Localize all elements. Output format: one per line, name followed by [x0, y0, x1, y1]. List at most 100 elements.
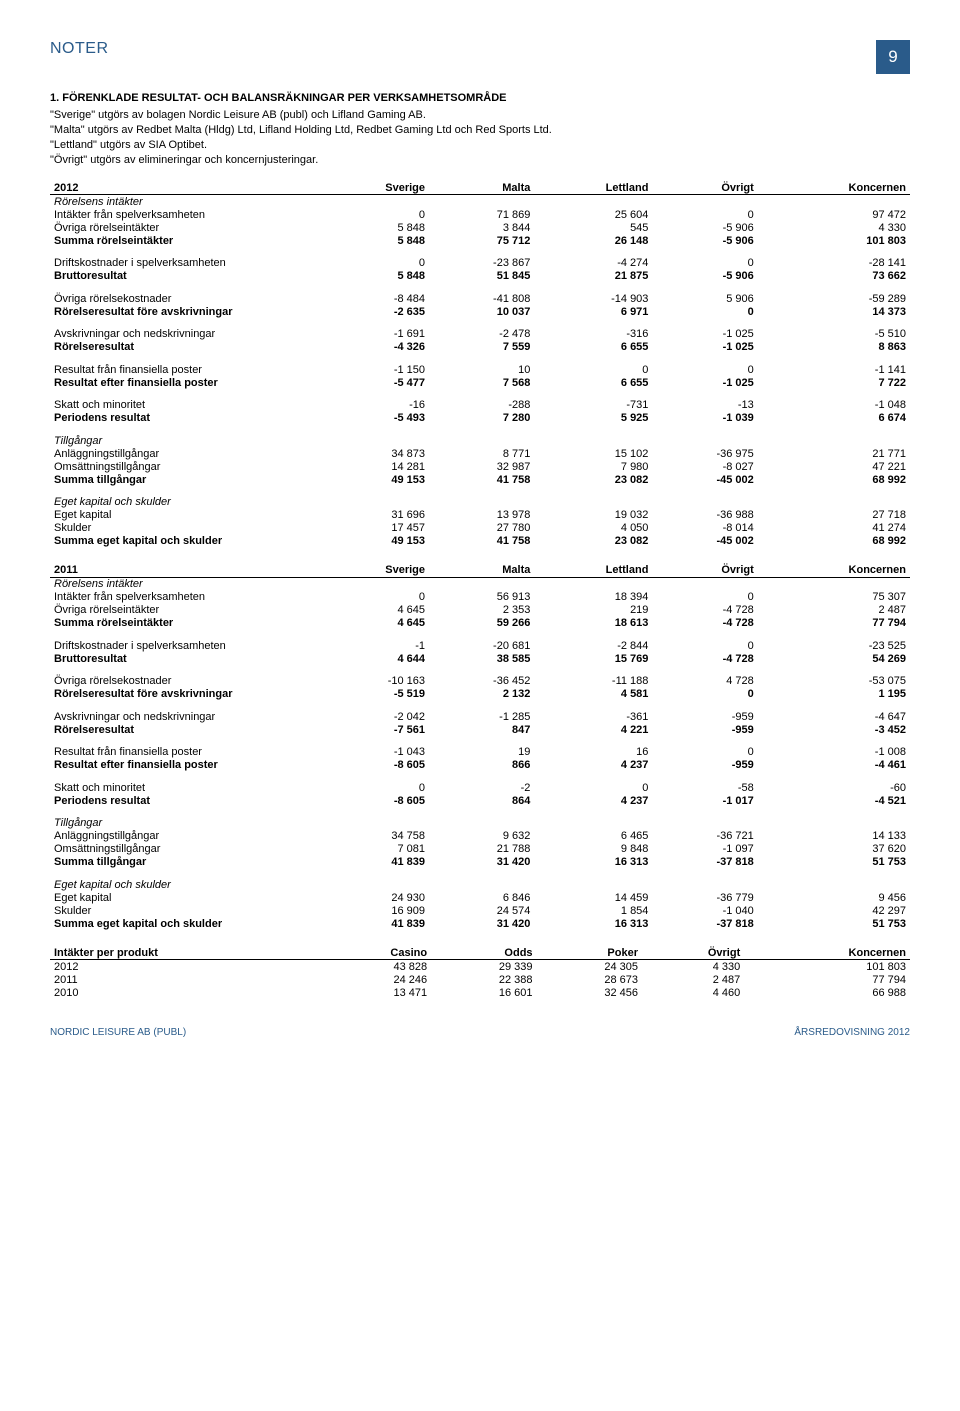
cell-value: -1 025 — [652, 376, 757, 389]
cell-value — [318, 425, 429, 448]
cell-value: 21 788 — [429, 843, 534, 856]
cell-value: 24 246 — [318, 973, 431, 986]
cell-value: -1 025 — [652, 341, 757, 354]
row-label: Skatt och minoritet — [50, 772, 318, 795]
table-row: Övriga rörelsekostnader-8 484-41 808-14 … — [50, 283, 910, 306]
table-row: Rörelsens intäkter — [50, 195, 910, 209]
cell-value: -5 493 — [318, 412, 429, 425]
footer-right: ÅRSREDOVISNING 2012 — [794, 1027, 910, 1038]
cell-value: 4 460 — [642, 986, 744, 999]
table-row: Tillgångar — [50, 425, 910, 448]
row-label: Intäkter från spelverksamheten — [50, 208, 318, 221]
cell-value: 6 971 — [534, 305, 652, 318]
cell-value: 15 102 — [534, 447, 652, 460]
cell-value: 66 988 — [744, 986, 910, 999]
cell-value: -959 — [652, 701, 757, 724]
cell-value: -1 017 — [652, 794, 757, 807]
cell-value: -731 — [534, 389, 652, 412]
row-label: Rörelseresultat före avskrivningar — [50, 305, 318, 318]
cell-value: 19 — [429, 736, 534, 759]
cell-value: -5 906 — [652, 221, 757, 234]
table-row: Bruttoresultat5 84851 84521 875-5 90673 … — [50, 270, 910, 283]
cell-value: 3 844 — [429, 221, 534, 234]
financial-table: 2011SverigeMaltaLettlandÖvrigtKoncernenR… — [50, 564, 910, 931]
cell-value: 4 728 — [652, 665, 757, 688]
cell-value: -2 — [429, 772, 534, 795]
cell-value: -3 452 — [758, 723, 910, 736]
table-row: Rörelseresultat-4 3267 5596 655-1 0258 8… — [50, 341, 910, 354]
table-row: Tillgångar — [50, 807, 910, 830]
cell-value — [652, 425, 757, 448]
table-row: Rörelseresultat före avskrivningar-2 635… — [50, 305, 910, 318]
cell-value: -28 141 — [758, 247, 910, 270]
cell-value: -5 477 — [318, 376, 429, 389]
cell-value: 0 — [318, 208, 429, 221]
cell-value: 4 050 — [534, 522, 652, 535]
cell-value: 0 — [318, 247, 429, 270]
cell-value: 7 568 — [429, 376, 534, 389]
cell-value: 14 459 — [534, 891, 652, 904]
table-row: Rörelsens intäkter — [50, 577, 910, 591]
row-label: Övriga rörelsekostnader — [50, 283, 318, 306]
row-label: Summa eget kapital och skulder — [50, 535, 318, 548]
cell-value: 21 771 — [758, 447, 910, 460]
cell-value: 24 930 — [318, 891, 429, 904]
cell-value: 6 465 — [534, 830, 652, 843]
row-label: Rörelsens intäkter — [50, 195, 318, 209]
cell-value — [429, 807, 534, 830]
row-label: Summa rörelseintäkter — [50, 234, 318, 247]
row-label: Eget kapital och skulder — [50, 486, 318, 509]
table-year-header: Intäkter per produkt — [50, 946, 318, 960]
cell-value: -1 141 — [758, 354, 910, 377]
table-row: Summa eget kapital och skulder41 83931 4… — [50, 917, 910, 930]
cell-value: 71 869 — [429, 208, 534, 221]
row-label: 2012 — [50, 960, 318, 974]
cell-value: 0 — [652, 354, 757, 377]
row-label: Periodens resultat — [50, 412, 318, 425]
cell-value: 41 839 — [318, 856, 429, 869]
cell-value: 14 373 — [758, 305, 910, 318]
cell-value: 14 133 — [758, 830, 910, 843]
cell-value: 10 037 — [429, 305, 534, 318]
row-label: Rörelsens intäkter — [50, 577, 318, 591]
cell-value: -1 048 — [758, 389, 910, 412]
table-row: Eget kapital31 69613 97819 032-36 98827 … — [50, 509, 910, 522]
cell-value — [652, 195, 757, 209]
row-label: Resultat från finansiella poster — [50, 354, 318, 377]
cell-value: 32 456 — [537, 986, 642, 999]
page-header: NOTER 9 — [50, 40, 910, 74]
cell-value: 4 237 — [534, 759, 652, 772]
cell-value — [318, 486, 429, 509]
cell-value: 2 487 — [758, 604, 910, 617]
cell-value: 0 — [534, 354, 652, 377]
cell-value: 2 487 — [642, 973, 744, 986]
row-label: Resultat efter finansiella poster — [50, 376, 318, 389]
column-header: Övrigt — [652, 564, 757, 578]
cell-value — [429, 195, 534, 209]
cell-value: 5 848 — [318, 270, 429, 283]
cell-value: 4 581 — [534, 688, 652, 701]
table-row: 201243 82829 33924 3054 330101 803 — [50, 960, 910, 974]
cell-value: -13 — [652, 389, 757, 412]
cell-value: -53 075 — [758, 665, 910, 688]
cell-value: -1 008 — [758, 736, 910, 759]
cell-value: 0 — [652, 305, 757, 318]
cell-value: -1 043 — [318, 736, 429, 759]
cell-value: 75 307 — [758, 591, 910, 604]
cell-value: -1 025 — [652, 318, 757, 341]
row-label: Eget kapital — [50, 509, 318, 522]
table-row: Summa tillgångar49 15341 75823 082-45 00… — [50, 473, 910, 486]
cell-value — [534, 807, 652, 830]
cell-value: 75 712 — [429, 234, 534, 247]
row-label: Resultat från finansiella poster — [50, 736, 318, 759]
column-header: Malta — [429, 564, 534, 578]
cell-value: 34 758 — [318, 830, 429, 843]
row-label: Skatt och minoritet — [50, 389, 318, 412]
table-row: Driftskostnader i spelverksamheten0-23 8… — [50, 247, 910, 270]
cell-value: 27 718 — [758, 509, 910, 522]
financial-table: 2012SverigeMaltaLettlandÖvrigtKoncernenR… — [50, 181, 910, 548]
row-label: Övriga rörelseintäkter — [50, 221, 318, 234]
cell-value: 25 604 — [534, 208, 652, 221]
row-label: Summa tillgångar — [50, 473, 318, 486]
cell-value: 8 863 — [758, 341, 910, 354]
